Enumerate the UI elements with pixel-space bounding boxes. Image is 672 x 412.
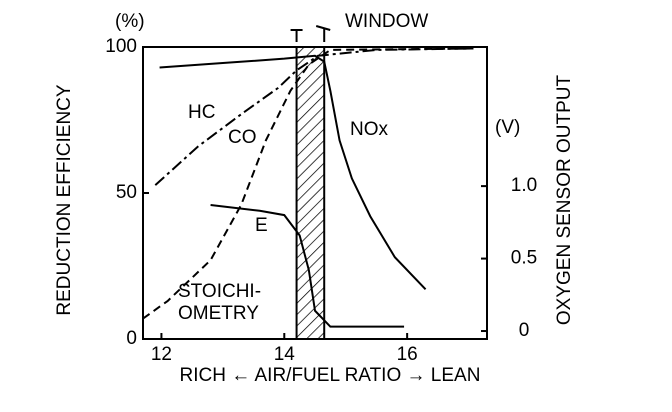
series-line (154, 47, 475, 186)
y2-tick-label: 0 (519, 320, 530, 341)
window-band (295, 46, 326, 340)
series-label: NOx (350, 119, 389, 140)
series-line (210, 203, 405, 328)
x-tick-label: 14 (274, 344, 296, 365)
series-label: CO (228, 127, 257, 148)
x-tick-label: 16 (397, 344, 418, 365)
window-bracket (290, 29, 303, 42)
y-tick-label: 50 (116, 182, 137, 203)
y2-tick-label: 1.0 (511, 175, 537, 196)
y-tick-label: 100 (105, 36, 137, 57)
series-label: HC (188, 102, 215, 123)
y2-tick-label: 0.5 (511, 248, 537, 269)
y-tick-label: 0 (126, 328, 137, 349)
annotation: OMETRY (178, 303, 259, 324)
x-axis-label: RICH ← AIR/FUEL RATIO → LEAN (180, 365, 481, 386)
window-bracket (315, 25, 331, 42)
series-line (159, 54, 427, 291)
y2-axis-label: OXYGEN SENSOR OUTPUT (554, 75, 575, 326)
series-line (142, 47, 475, 320)
series-label: E (255, 215, 268, 236)
y-axis-label: REDUCTION EFFICIENCY (54, 84, 75, 316)
annotation: STOICHI- (178, 281, 261, 302)
window-label: WINDOW (345, 11, 428, 32)
y-unit: (%) (115, 11, 145, 32)
x-tick-label: 12 (151, 344, 172, 365)
y2-unit: (V) (495, 117, 520, 138)
